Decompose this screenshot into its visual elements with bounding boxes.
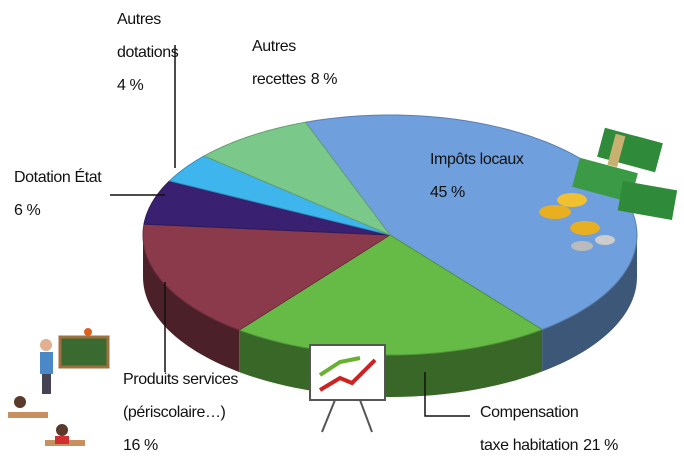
- easel-leg: [321, 399, 336, 433]
- coin: [539, 205, 571, 219]
- value-label: 8 %: [311, 71, 338, 88]
- label-line: Impôts locaux: [430, 151, 524, 168]
- pupil: [14, 396, 26, 408]
- value-label: 4 %: [117, 77, 144, 94]
- money-icon: [539, 127, 678, 251]
- coin: [571, 241, 593, 251]
- slice: [168, 155, 391, 236]
- blackboard: [58, 335, 110, 369]
- slice: [143, 180, 391, 236]
- label-line: (périscolaire…): [123, 404, 226, 421]
- green-arrow: [318, 356, 361, 377]
- teacher-head: [40, 339, 52, 351]
- banknotes: [617, 180, 678, 220]
- category-label: Compensation taxe habitation: [480, 404, 582, 454]
- category-label: Autres dotations: [117, 11, 179, 61]
- pupil: [56, 424, 68, 436]
- value-label: 21 %: [583, 437, 618, 454]
- easel-leg: [359, 399, 373, 433]
- label-line: dotations: [117, 44, 179, 61]
- slice: [238, 234, 544, 356]
- leader-lines: [110, 45, 470, 417]
- value-label: 45 %: [430, 184, 465, 201]
- coin: [570, 221, 600, 235]
- label-line: Compensation: [480, 404, 582, 421]
- band: [607, 133, 626, 168]
- category-label: Produits services (périscolaire…): [123, 371, 242, 421]
- slice-side: [143, 235, 240, 373]
- label-line: Produits services: [123, 371, 242, 388]
- coin: [557, 193, 587, 207]
- labels: Impôts locaux 45 % Compensation taxe habit…: [14, 11, 619, 454]
- label-line: Autres: [252, 38, 300, 55]
- leader-line: [424, 372, 470, 417]
- slice-side: [542, 235, 637, 372]
- desk: [8, 412, 48, 418]
- coin: [595, 235, 615, 245]
- slice: [203, 121, 392, 237]
- chart-easel-icon: [309, 344, 386, 433]
- pupil-shirt: [55, 436, 69, 444]
- label-line: recettes: [252, 71, 306, 88]
- rising-arrow: [318, 358, 377, 392]
- clock: [84, 328, 92, 336]
- slice: [142, 223, 392, 331]
- pie: [142, 114, 638, 397]
- category-label: Impôts locaux: [430, 151, 524, 168]
- label-line: Dotation État: [14, 167, 102, 186]
- category-label: Autres recettes: [252, 38, 306, 88]
- label-line: Autres: [117, 11, 165, 28]
- value-label: 16 %: [123, 437, 158, 454]
- classroom-icon: [8, 328, 110, 446]
- value-label: 6 %: [14, 202, 41, 219]
- category-label: Dotation État: [14, 167, 102, 186]
- teacher-body: [40, 352, 53, 374]
- teacher-legs: [42, 374, 51, 394]
- label-line: taxe habitation: [480, 437, 578, 454]
